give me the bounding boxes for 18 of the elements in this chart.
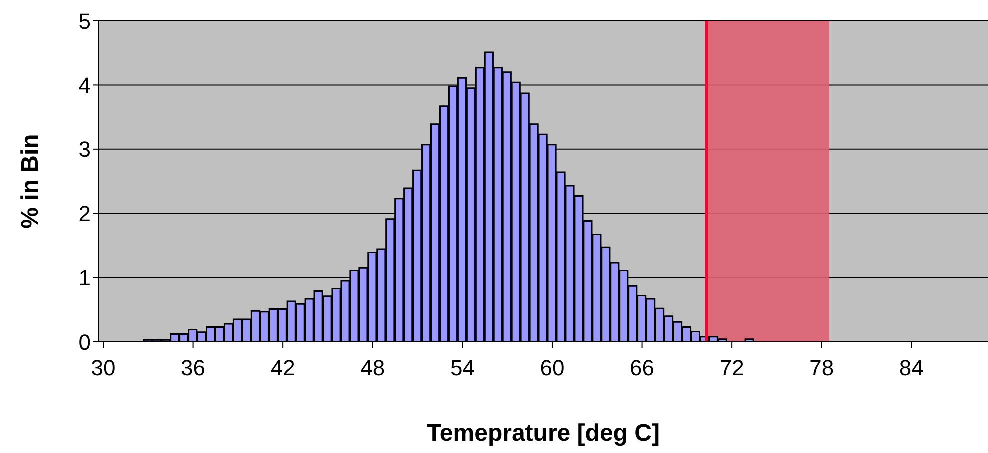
x-tick-label: 78	[810, 356, 834, 381]
x-tick-label: 42	[270, 356, 296, 381]
x-tick-label: 66	[630, 356, 655, 381]
x-tick-label: 60	[540, 356, 565, 381]
y-tick-label: 1	[78, 266, 91, 291]
y-tick-label: 5	[78, 8, 91, 34]
x-tick-label: 54	[450, 356, 475, 381]
y-tick-label: 3	[78, 137, 91, 162]
y-tick-label: 4	[78, 73, 91, 98]
x-axis-title: Temeprature [deg C]	[427, 420, 660, 447]
x-tick-label: 36	[181, 356, 206, 381]
x-tick-label: 72	[720, 356, 744, 381]
x-tick-label: 48	[360, 356, 386, 381]
y-tick-label: 2	[78, 201, 91, 226]
y-tick-label: 0	[78, 330, 91, 355]
x-tick-label: 84	[899, 356, 924, 381]
x-tick-label: 30	[91, 356, 116, 381]
y-axis-title: % in Bin	[17, 134, 44, 229]
